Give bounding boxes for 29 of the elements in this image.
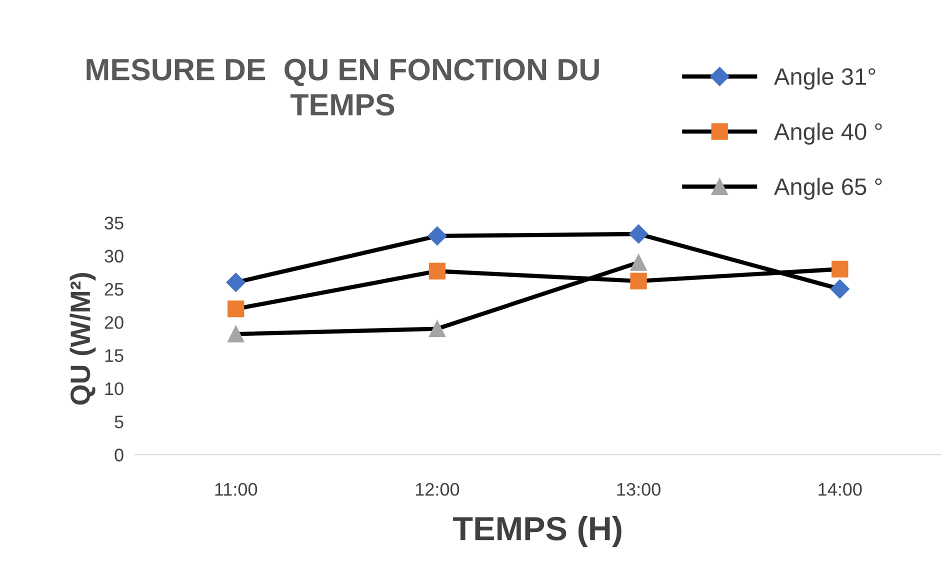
y-axis-title: QU (W/M²) bbox=[70, 272, 96, 405]
legend-label: Angle 65 ° bbox=[774, 178, 882, 200]
point bbox=[629, 224, 648, 244]
y-tick-label: 10 bbox=[105, 382, 124, 396]
y-tick-label: 5 bbox=[114, 416, 124, 428]
x-tick-label: 12:00 bbox=[416, 482, 460, 496]
point bbox=[226, 272, 246, 292]
y-tick-label: 0 bbox=[114, 448, 124, 462]
y-tick-label: 25 bbox=[104, 282, 124, 296]
chart-title: MESURE DE QU EN FONCTION DU TEMPS bbox=[86, 58, 599, 116]
point bbox=[428, 226, 447, 246]
point bbox=[428, 320, 446, 338]
legend-label: Angle 31° bbox=[774, 68, 876, 90]
point bbox=[630, 272, 647, 290]
point bbox=[830, 279, 850, 299]
x-axis-title: TEMPS (H) bbox=[453, 516, 622, 548]
x-tick-label: 11:00 bbox=[215, 482, 258, 496]
y-tick-label: 15 bbox=[105, 349, 124, 362]
point bbox=[832, 260, 848, 278]
x-tick-label: 14:00 bbox=[818, 482, 862, 496]
point bbox=[428, 262, 446, 280]
x-tick-label: 13:00 bbox=[617, 482, 660, 496]
point bbox=[630, 254, 647, 271]
y-tick-label: 20 bbox=[104, 316, 124, 329]
y-tick-label: 35 bbox=[104, 216, 124, 230]
legend-label: Angle 40 ° bbox=[774, 122, 882, 145]
y-tick-label: 30 bbox=[104, 250, 124, 263]
point bbox=[228, 326, 244, 342]
point bbox=[228, 300, 244, 318]
